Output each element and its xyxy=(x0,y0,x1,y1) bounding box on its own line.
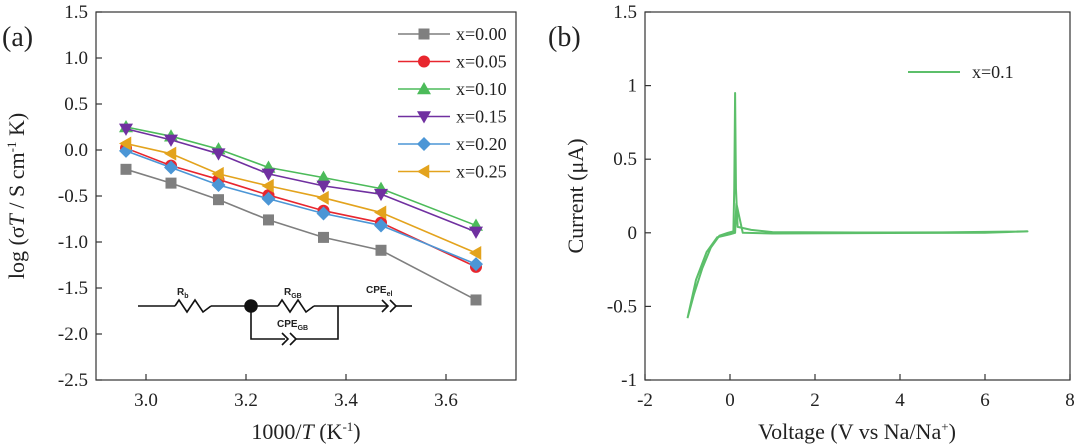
panel-a-label: (a) xyxy=(2,22,33,53)
legend-marker-x-0-00 xyxy=(418,28,430,40)
panel-a-legend: x=0.00 x=0.05 x=0.10 x=0.15 x=0.20 x=0.25 xyxy=(398,24,507,182)
legend-label-x-0-10: x=0.10 xyxy=(456,79,507,99)
panel-a-ytick-label-1-0: -1.0 xyxy=(58,232,88,253)
panel-b: (b) -2 0 2 4 6 8 -1 -0.5 0 0.5 1 1.5 x=0.1 Voltage … xyxy=(548,2,1075,444)
data-point-x-0-25-4 xyxy=(316,190,329,205)
data-point-x-0-25-6 xyxy=(469,246,482,261)
series-line-x-0-25 xyxy=(125,142,477,254)
panel-b-label: (b) xyxy=(548,22,581,53)
circuit-diagram xyxy=(138,298,412,346)
data-point-x-0-00-5 xyxy=(375,244,387,256)
label-rgb: RGB xyxy=(284,287,302,300)
legend-label-x-0-1: x=0.1 xyxy=(972,62,1014,82)
panel-b-xtick-label-2: -2 xyxy=(637,390,653,411)
panel-a-ylabel: log (σT / S cm-1 K) xyxy=(4,113,29,279)
data-point-x-0-10-4 xyxy=(316,170,331,183)
panel-b-ticks: -2 0 2 4 6 8 -1 -0.5 0 0.5 1 1.5 xyxy=(607,2,1075,411)
panel-a-series xyxy=(119,120,483,306)
panel-a-ytick-label-0-0: 0.0 xyxy=(64,140,88,161)
data-point-x-0-15-4 xyxy=(316,180,331,193)
panel-a: (a) 3.0 3.2 3.4 3.6 -2.5 -2.0 -1.5 -1.0 -0.5 0.0 0… xyxy=(2,2,517,444)
panel-a-xtick-label-3-4: 3.4 xyxy=(334,390,358,411)
data-point-x-0-25-2 xyxy=(211,166,224,181)
series-line-x-0-00 xyxy=(125,168,477,301)
data-point-x-0-00-1 xyxy=(165,177,177,189)
panel-a-ytick-label-2-5: -2.5 xyxy=(58,370,88,391)
panel-b-xtick-label-4: 4 xyxy=(895,390,905,411)
data-point-x-0-15-2 xyxy=(211,148,226,161)
panel-b-ytick-label-0-5: -0.5 xyxy=(607,296,637,317)
legend-label-x-0-20: x=0.20 xyxy=(456,134,507,154)
panel-b-ytick-label-1: -1 xyxy=(621,370,637,391)
data-point-x-0-00-4 xyxy=(318,231,329,243)
data-point-x-0-00-3 xyxy=(263,214,274,226)
panel-b-xtick-label-6: 6 xyxy=(980,390,990,411)
panel-b-legend: x=0.1 xyxy=(908,62,1014,82)
legend-label-x-0-25: x=0.25 xyxy=(456,162,507,182)
label-rb: Rb xyxy=(177,287,189,300)
data-point-x-0-00-6 xyxy=(470,294,482,306)
label-cpe-el: CPEel xyxy=(366,285,392,298)
circuit-wire-bottom-left xyxy=(250,306,285,340)
data-point-x-0-15-1 xyxy=(164,134,178,147)
legend-label-x-0-05: x=0.05 xyxy=(456,52,507,72)
panel-a-ytick-label-1-5: 1.5 xyxy=(64,2,88,23)
legend-label-x-0-00: x=0.00 xyxy=(456,24,507,44)
data-point-x-0-15-3 xyxy=(261,168,276,181)
cpe-el-left-plate xyxy=(381,299,390,313)
panel-a-ytick-label-1-0: 1.0 xyxy=(64,48,88,69)
panel-b-ytick-label-0-5: 0.5 xyxy=(613,149,637,170)
data-point-x-0-20-2 xyxy=(211,177,226,192)
legend-marker-x-0-25 xyxy=(417,164,430,179)
panel-b-series xyxy=(686,91,1029,319)
panel-b-ytick-label-1: 1 xyxy=(628,76,638,97)
panel-b-ytick-label-0: 0 xyxy=(628,223,638,244)
data-point-x-0-20-4 xyxy=(316,206,331,221)
panel-a-xlabel: 1000/T (K-1) xyxy=(251,419,360,444)
panel-b-xtick-label-8: 8 xyxy=(1065,390,1075,411)
cpe-el-right-plate xyxy=(389,299,398,313)
data-point-x-0-20-6 xyxy=(469,257,483,272)
panel-a-frame xyxy=(95,11,517,381)
panel-b-ylabel: Current (μA) xyxy=(563,138,588,253)
panel-b-xtick-label-2: 2 xyxy=(810,390,820,411)
data-point-x-0-15-0 xyxy=(119,123,133,136)
panel-a-ytick-label-0-5: 0.5 xyxy=(64,94,88,115)
data-point-x-0-20-3 xyxy=(261,191,276,206)
panel-a-ytick-label-0-5: -0.5 xyxy=(58,186,88,207)
cpe-gb-right-plate xyxy=(289,332,298,346)
resistor-rb xyxy=(174,298,212,314)
panel-b-ytick-label-1-5: 1.5 xyxy=(613,2,637,23)
label-cpe-gb: CPEGB xyxy=(277,319,308,332)
cpe-gb-left-plate xyxy=(281,332,290,346)
resistor-rgb xyxy=(277,298,315,314)
panel-a-xtick-label-3-6: 3.6 xyxy=(434,390,458,411)
data-point-x-0-25-1 xyxy=(164,146,177,161)
panel-a-ytick-label-2-0: -2.0 xyxy=(58,324,88,345)
data-point-x-0-25-3 xyxy=(261,178,274,193)
panel-a-xtick-label-3-0: 3.0 xyxy=(134,390,158,411)
data-point-x-0-15-6 xyxy=(469,226,483,239)
panel-b-frame xyxy=(644,11,1071,381)
data-point-x-0-00-2 xyxy=(213,194,224,206)
data-point-x-0-25-0 xyxy=(119,136,132,151)
data-point-x-0-00-0 xyxy=(120,163,132,175)
data-point-x-0-20-1 xyxy=(164,160,178,175)
series-line-x-0-1 xyxy=(686,91,1029,319)
legend-marker-x-0-05 xyxy=(418,55,430,68)
circuit-wire-bottom-right xyxy=(296,306,339,340)
data-point-x-0-20-5 xyxy=(374,218,388,233)
panel-a-ytick-label-1-5: -1.5 xyxy=(58,278,88,299)
legend-marker-x-0-10 xyxy=(417,82,431,95)
data-point-x-0-15-5 xyxy=(374,188,388,202)
panel-b-xlabel: Voltage (V vs Na/Na+) xyxy=(758,419,956,444)
data-point-x-0-25-5 xyxy=(374,205,387,220)
panel-b-xtick-label-0: 0 xyxy=(725,390,735,411)
panel-a-ticks: 3.0 3.2 3.4 3.6 -2.5 -2.0 -1.5 -1.0 -0.5 0.0 0.5 1.… xyxy=(58,2,458,411)
legend-marker-x-0-15 xyxy=(417,111,431,124)
legend-label-x-0-15: x=0.15 xyxy=(456,107,507,127)
legend-marker-x-0-20 xyxy=(417,137,431,151)
panel-a-xtick-label-3-2: 3.2 xyxy=(234,390,258,411)
